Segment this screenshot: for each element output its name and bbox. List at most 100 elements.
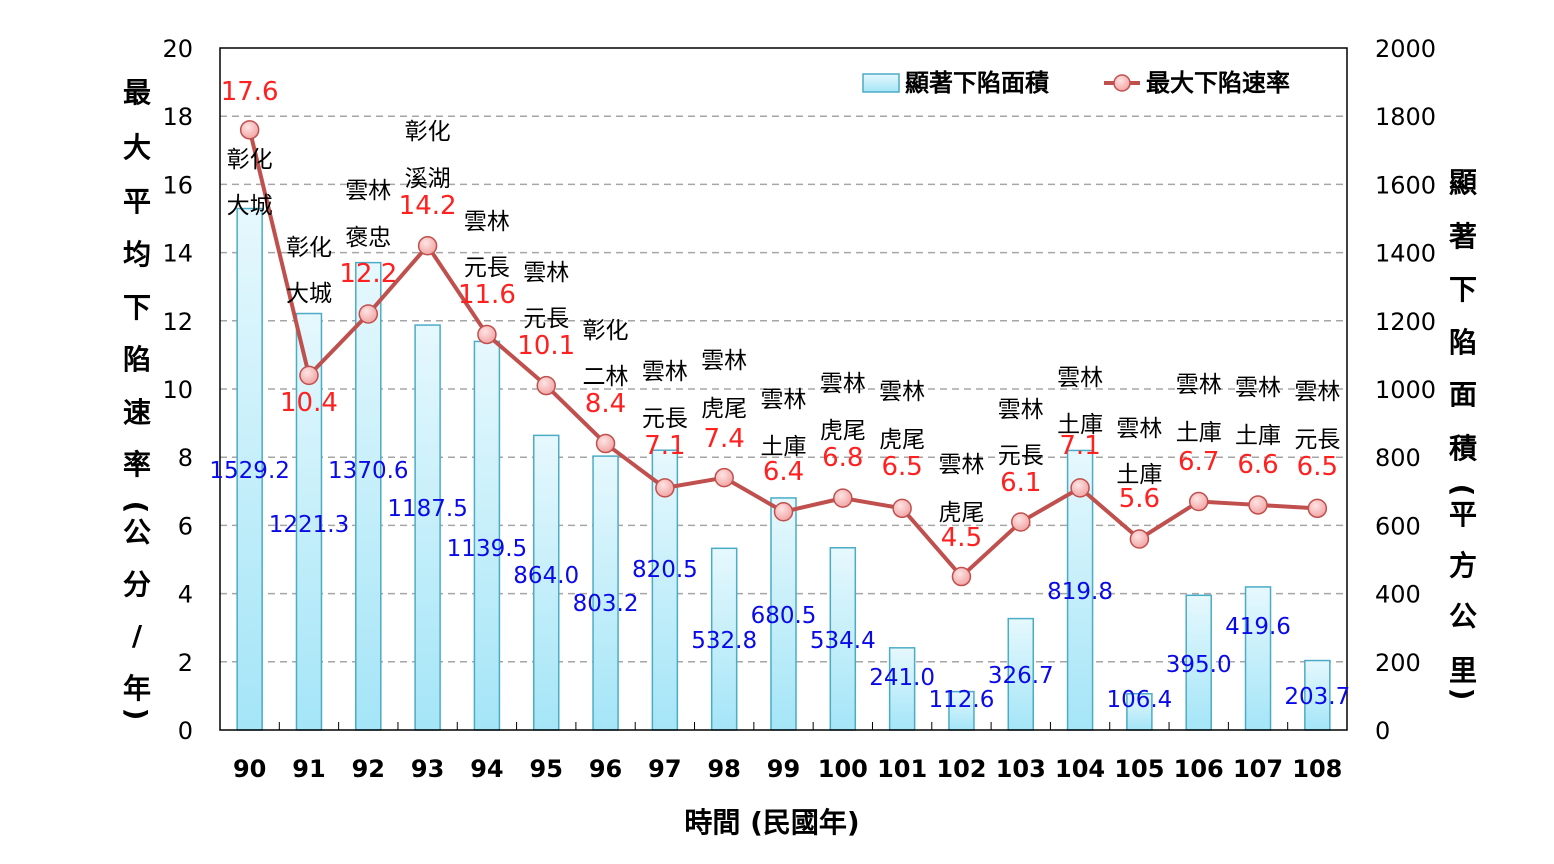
bar [414,324,441,731]
x-tick-label: 94 [470,755,503,783]
county-label: 雲林 [345,178,391,204]
line-data-label: 11.6 [458,280,516,310]
y-right-tick-label: 2000 [1375,35,1436,63]
town-label: 元長 [523,306,569,332]
county-label: 彰化 [227,147,273,173]
bar [236,207,263,731]
y-left-title-char: 速 [123,396,151,429]
y-left-title-char: 大 [123,131,151,164]
y-left-tick-label: 14 [162,240,193,268]
town-label: 二林 [583,364,629,390]
line-marker [299,365,319,386]
bar [355,261,382,731]
line-marker [892,498,912,519]
bar-data-label: 1187.5 [387,496,467,522]
bar [1244,586,1272,731]
y-left-tick-label: 2 [178,649,193,677]
y-left-title-char: 率 [123,448,151,481]
town-label: 土庫 [761,434,807,460]
bar [888,647,916,731]
y-left-tick-label: 0 [178,717,193,745]
line-marker [1011,512,1031,532]
y-right-tick-label: 1600 [1375,171,1436,199]
y-left-title-char: 陷 [123,343,151,376]
line-data-label: 14.2 [399,191,457,221]
line-marker [417,236,438,256]
town-label: 大城 [286,281,332,307]
line-marker [536,375,556,396]
town-label: 土庫 [1116,462,1162,488]
y-right-tick-label: 200 [1375,649,1421,677]
line-marker [1129,529,1150,549]
line-data-label: 7.1 [1059,431,1100,461]
legend-bar-label: 顯著下陷面積 [905,69,1049,97]
bar-data-label: 203.7 [1284,684,1350,710]
y-left-title-char: 均 [123,238,151,271]
y-right-title-char: 面 [1449,378,1477,411]
line-data-label: 6.8 [822,443,863,473]
county-label: 雲林 [820,371,866,397]
town-label: 元長 [464,255,510,281]
x-tick-label: 93 [411,755,444,783]
line-marker [1248,495,1268,515]
bar-data-label: 1221.3 [269,512,349,538]
line-marker [358,304,379,324]
county-label: 雲林 [642,359,688,385]
y-left-title-char: ) [120,708,153,721]
bar-data-label: 241.0 [869,665,935,691]
y-left-title-char: 年 [123,672,151,705]
y-right-tick-label: 800 [1375,444,1421,472]
x-tick-label: 103 [996,755,1046,783]
line-data-label: 6.7 [1178,447,1219,477]
town-label: 虎尾 [938,500,984,526]
line-marker [833,488,853,508]
x-tick-label: 105 [1114,755,1164,783]
y-right-tick-label: 400 [1375,581,1421,609]
x-tick-label: 108 [1292,755,1342,783]
y-left-title-char: 分 [123,568,151,601]
town-label: 大城 [227,193,273,219]
y-axis-right-ticks: 0 200 400 600 800 1000 1200 1400 1600 1800 2000 [1375,35,1436,745]
bar [1185,594,1212,731]
y-right-tick-label: 600 [1375,512,1421,540]
line-data-label: 8.4 [585,389,626,419]
bar-data-label: 419.6 [1225,614,1291,640]
x-tick-label: 99 [767,755,800,783]
bar-data-label: 395.0 [1166,652,1232,678]
y-right-title-char: 平 [1449,498,1477,531]
bar-data-label: 112.6 [929,687,995,713]
y-right-title-char: 下 [1449,273,1477,306]
county-label: 雲林 [1116,416,1162,442]
line-data-label: 10.1 [517,331,575,361]
line-marker [477,324,497,345]
x-tick-label: 96 [589,755,622,783]
y-left-tick-label: 8 [178,444,193,472]
x-tick-label: 91 [292,755,325,783]
y-left-title-char: 平 [123,185,151,218]
line-data-label: 10.4 [280,388,338,418]
bar [1007,617,1035,731]
x-axis-ticks: 90 91 92 93 94 95 96 97 98 99 100 101 102 103 104 105 10… [233,755,1342,783]
line-data-label: 6.6 [1237,450,1278,480]
town-label: 虎尾 [879,427,925,453]
town-label: 溪湖 [405,166,451,192]
legend: 顯著下陷面積 最大下陷速率 [862,69,1290,97]
y-right-tick-label: 1200 [1375,308,1436,336]
bar-series [236,207,1331,731]
y-left-tick-label: 6 [178,512,193,540]
line-data-label: 6.5 [1297,452,1338,482]
line-data-label: 5.6 [1119,484,1160,514]
y-left-title-char: 最 [123,76,151,109]
y-right-tick-label: 0 [1375,717,1390,745]
x-tick-label: 107 [1233,755,1283,783]
legend-line-marker [1113,74,1131,92]
bar-data-label: 864.0 [513,563,579,589]
town-label: 元長 [998,443,1044,469]
y-right-title-char: 積 [1449,432,1477,465]
y-right-title-char: ) [1446,688,1479,701]
bar [710,547,738,731]
line-marker [595,433,616,454]
